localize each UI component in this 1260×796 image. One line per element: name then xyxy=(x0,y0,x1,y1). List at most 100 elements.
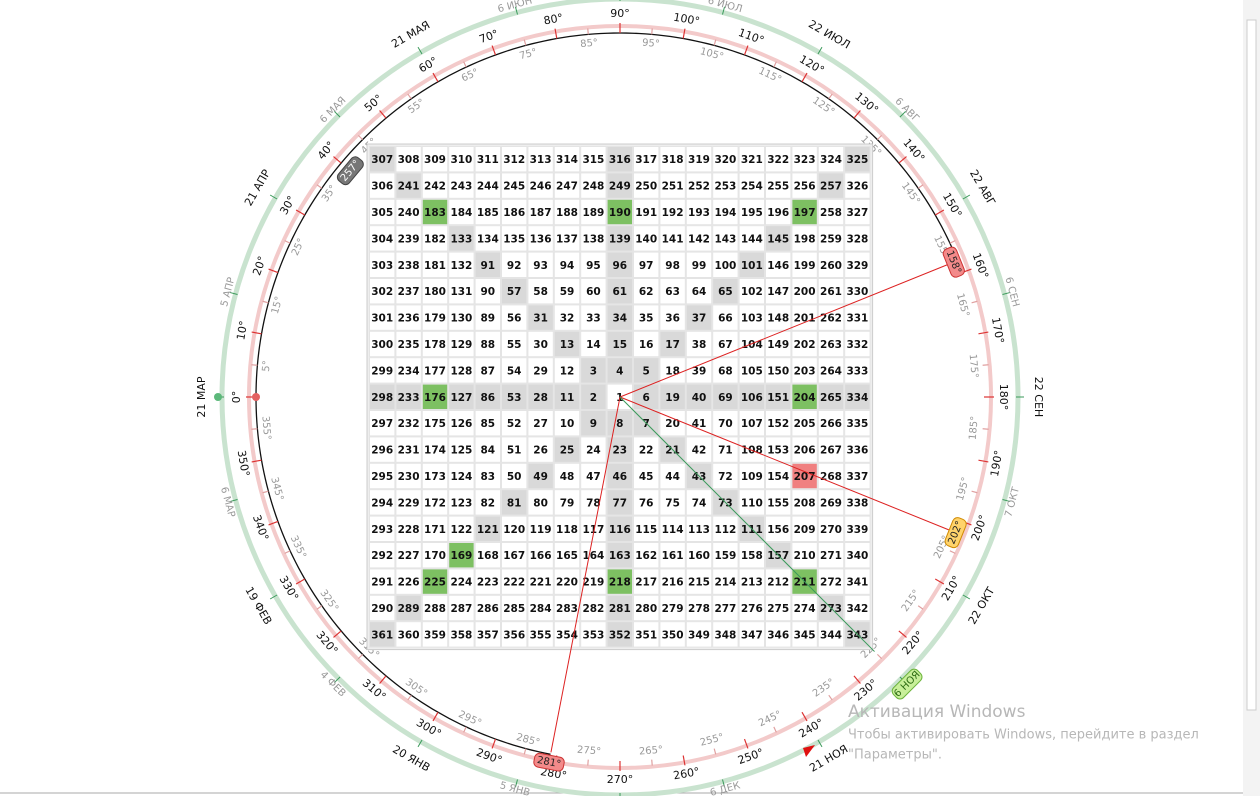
grid-cell xyxy=(580,172,607,199)
grid-number: 147 xyxy=(767,286,789,298)
grid-number: 144 xyxy=(741,233,763,245)
number-grid: 307 308 309 310 311 312 313 314 315 316 317 318 319 3… xyxy=(366,143,874,651)
grid-cell xyxy=(501,146,528,173)
marker: 158° xyxy=(942,246,965,278)
ring-tick xyxy=(817,46,823,55)
grid-number: 264 xyxy=(820,365,842,377)
grid-cell xyxy=(580,489,607,516)
grid-number: 310 xyxy=(450,154,472,166)
marker: 257° xyxy=(336,156,364,186)
tick xyxy=(828,694,833,701)
grid-cell xyxy=(606,621,633,648)
grid-number: 169 xyxy=(450,550,472,562)
tick xyxy=(801,72,808,83)
grid-number: 97 xyxy=(639,260,654,272)
tick xyxy=(682,755,686,766)
half-degree-label: 355° xyxy=(259,416,272,441)
grid-cell xyxy=(712,383,739,411)
grid-cell xyxy=(765,621,792,648)
grid-cell xyxy=(817,357,845,384)
grid-cell xyxy=(501,383,528,411)
grid-cell xyxy=(633,542,660,569)
tick xyxy=(284,240,291,244)
half-degree-label: 195° xyxy=(955,476,972,502)
grid-number: 116 xyxy=(609,524,631,536)
grid-number: 283 xyxy=(556,603,578,615)
grid-number: 103 xyxy=(741,313,763,325)
grid-cell xyxy=(527,621,554,648)
ring-tick xyxy=(1002,499,1011,503)
grid-number: 64 xyxy=(692,286,707,298)
grid-number: 322 xyxy=(767,154,789,166)
grid-cell xyxy=(844,462,871,490)
marker-pill xyxy=(942,246,965,278)
grid-cell xyxy=(791,251,818,279)
grid-cell xyxy=(395,410,422,437)
tick xyxy=(773,726,777,733)
grid-cell xyxy=(712,357,739,384)
grid-number: 345 xyxy=(794,629,816,641)
ring-tick xyxy=(817,739,823,748)
tick xyxy=(554,28,558,39)
grid-number: 303 xyxy=(371,260,393,272)
ring-tick xyxy=(1002,291,1011,295)
grid-cell xyxy=(685,515,713,542)
tick xyxy=(284,550,291,554)
grid-number: 110 xyxy=(741,497,763,509)
grid-number: 235 xyxy=(398,339,420,351)
tick xyxy=(295,209,306,216)
half-degree-label: 75° xyxy=(518,47,538,62)
grid-number: 131 xyxy=(450,286,472,298)
half-degree-label: 275° xyxy=(577,745,602,758)
half-degree-label: 125° xyxy=(810,95,836,118)
grid-number: 295 xyxy=(371,471,393,483)
grid-cell xyxy=(448,542,475,569)
degree-label: 190° xyxy=(988,449,1005,477)
degree-label: 260° xyxy=(672,765,700,782)
grid-cell xyxy=(817,410,845,437)
grid-number: 337 xyxy=(846,471,868,483)
grid-number: 86 xyxy=(480,392,495,404)
grid-number: 134 xyxy=(477,233,499,245)
grid-cell xyxy=(580,621,607,648)
grid-cell xyxy=(580,542,607,569)
grid-cell xyxy=(527,462,554,490)
grid-cell xyxy=(765,198,792,226)
ring-tick xyxy=(417,46,423,55)
grid-number: 141 xyxy=(662,233,684,245)
grid-cell xyxy=(738,357,765,384)
date-label: 20 ЯНВ xyxy=(390,743,432,775)
half-degree-label: 245° xyxy=(757,709,783,729)
grid-number: 160 xyxy=(688,550,710,562)
grid-number: 56 xyxy=(507,313,522,325)
grid-number: 177 xyxy=(424,365,446,377)
grid-cell xyxy=(421,542,449,569)
tick xyxy=(251,428,258,430)
scroll-thumb[interactable] xyxy=(1246,19,1257,711)
grid-cell xyxy=(659,383,686,411)
grid-number: 163 xyxy=(609,550,631,562)
tick xyxy=(407,93,412,100)
grid-number: 19 xyxy=(665,392,680,404)
tick xyxy=(379,675,387,684)
grid-cell xyxy=(633,621,660,648)
grid-number: 272 xyxy=(820,577,842,589)
grid-cell xyxy=(501,621,528,648)
grid-cell xyxy=(765,410,792,437)
ring-tick xyxy=(722,779,726,788)
grid-number: 238 xyxy=(398,260,420,272)
half-degree-label: 295° xyxy=(457,709,483,729)
grid-number: 178 xyxy=(424,339,446,351)
grid-cell xyxy=(474,225,502,252)
grid-number: 22 xyxy=(639,445,654,457)
grid-cell xyxy=(421,304,449,331)
grid-number: 195 xyxy=(741,207,763,219)
grid-cell xyxy=(421,198,449,226)
grid-number: 53 xyxy=(507,392,522,404)
grid-cell xyxy=(765,278,792,305)
degree-label: 180° xyxy=(997,384,1010,411)
half-degree-label: 5° xyxy=(261,360,273,372)
grid-number: 298 xyxy=(371,392,393,404)
grid-cell xyxy=(633,278,660,305)
tick xyxy=(801,711,808,722)
